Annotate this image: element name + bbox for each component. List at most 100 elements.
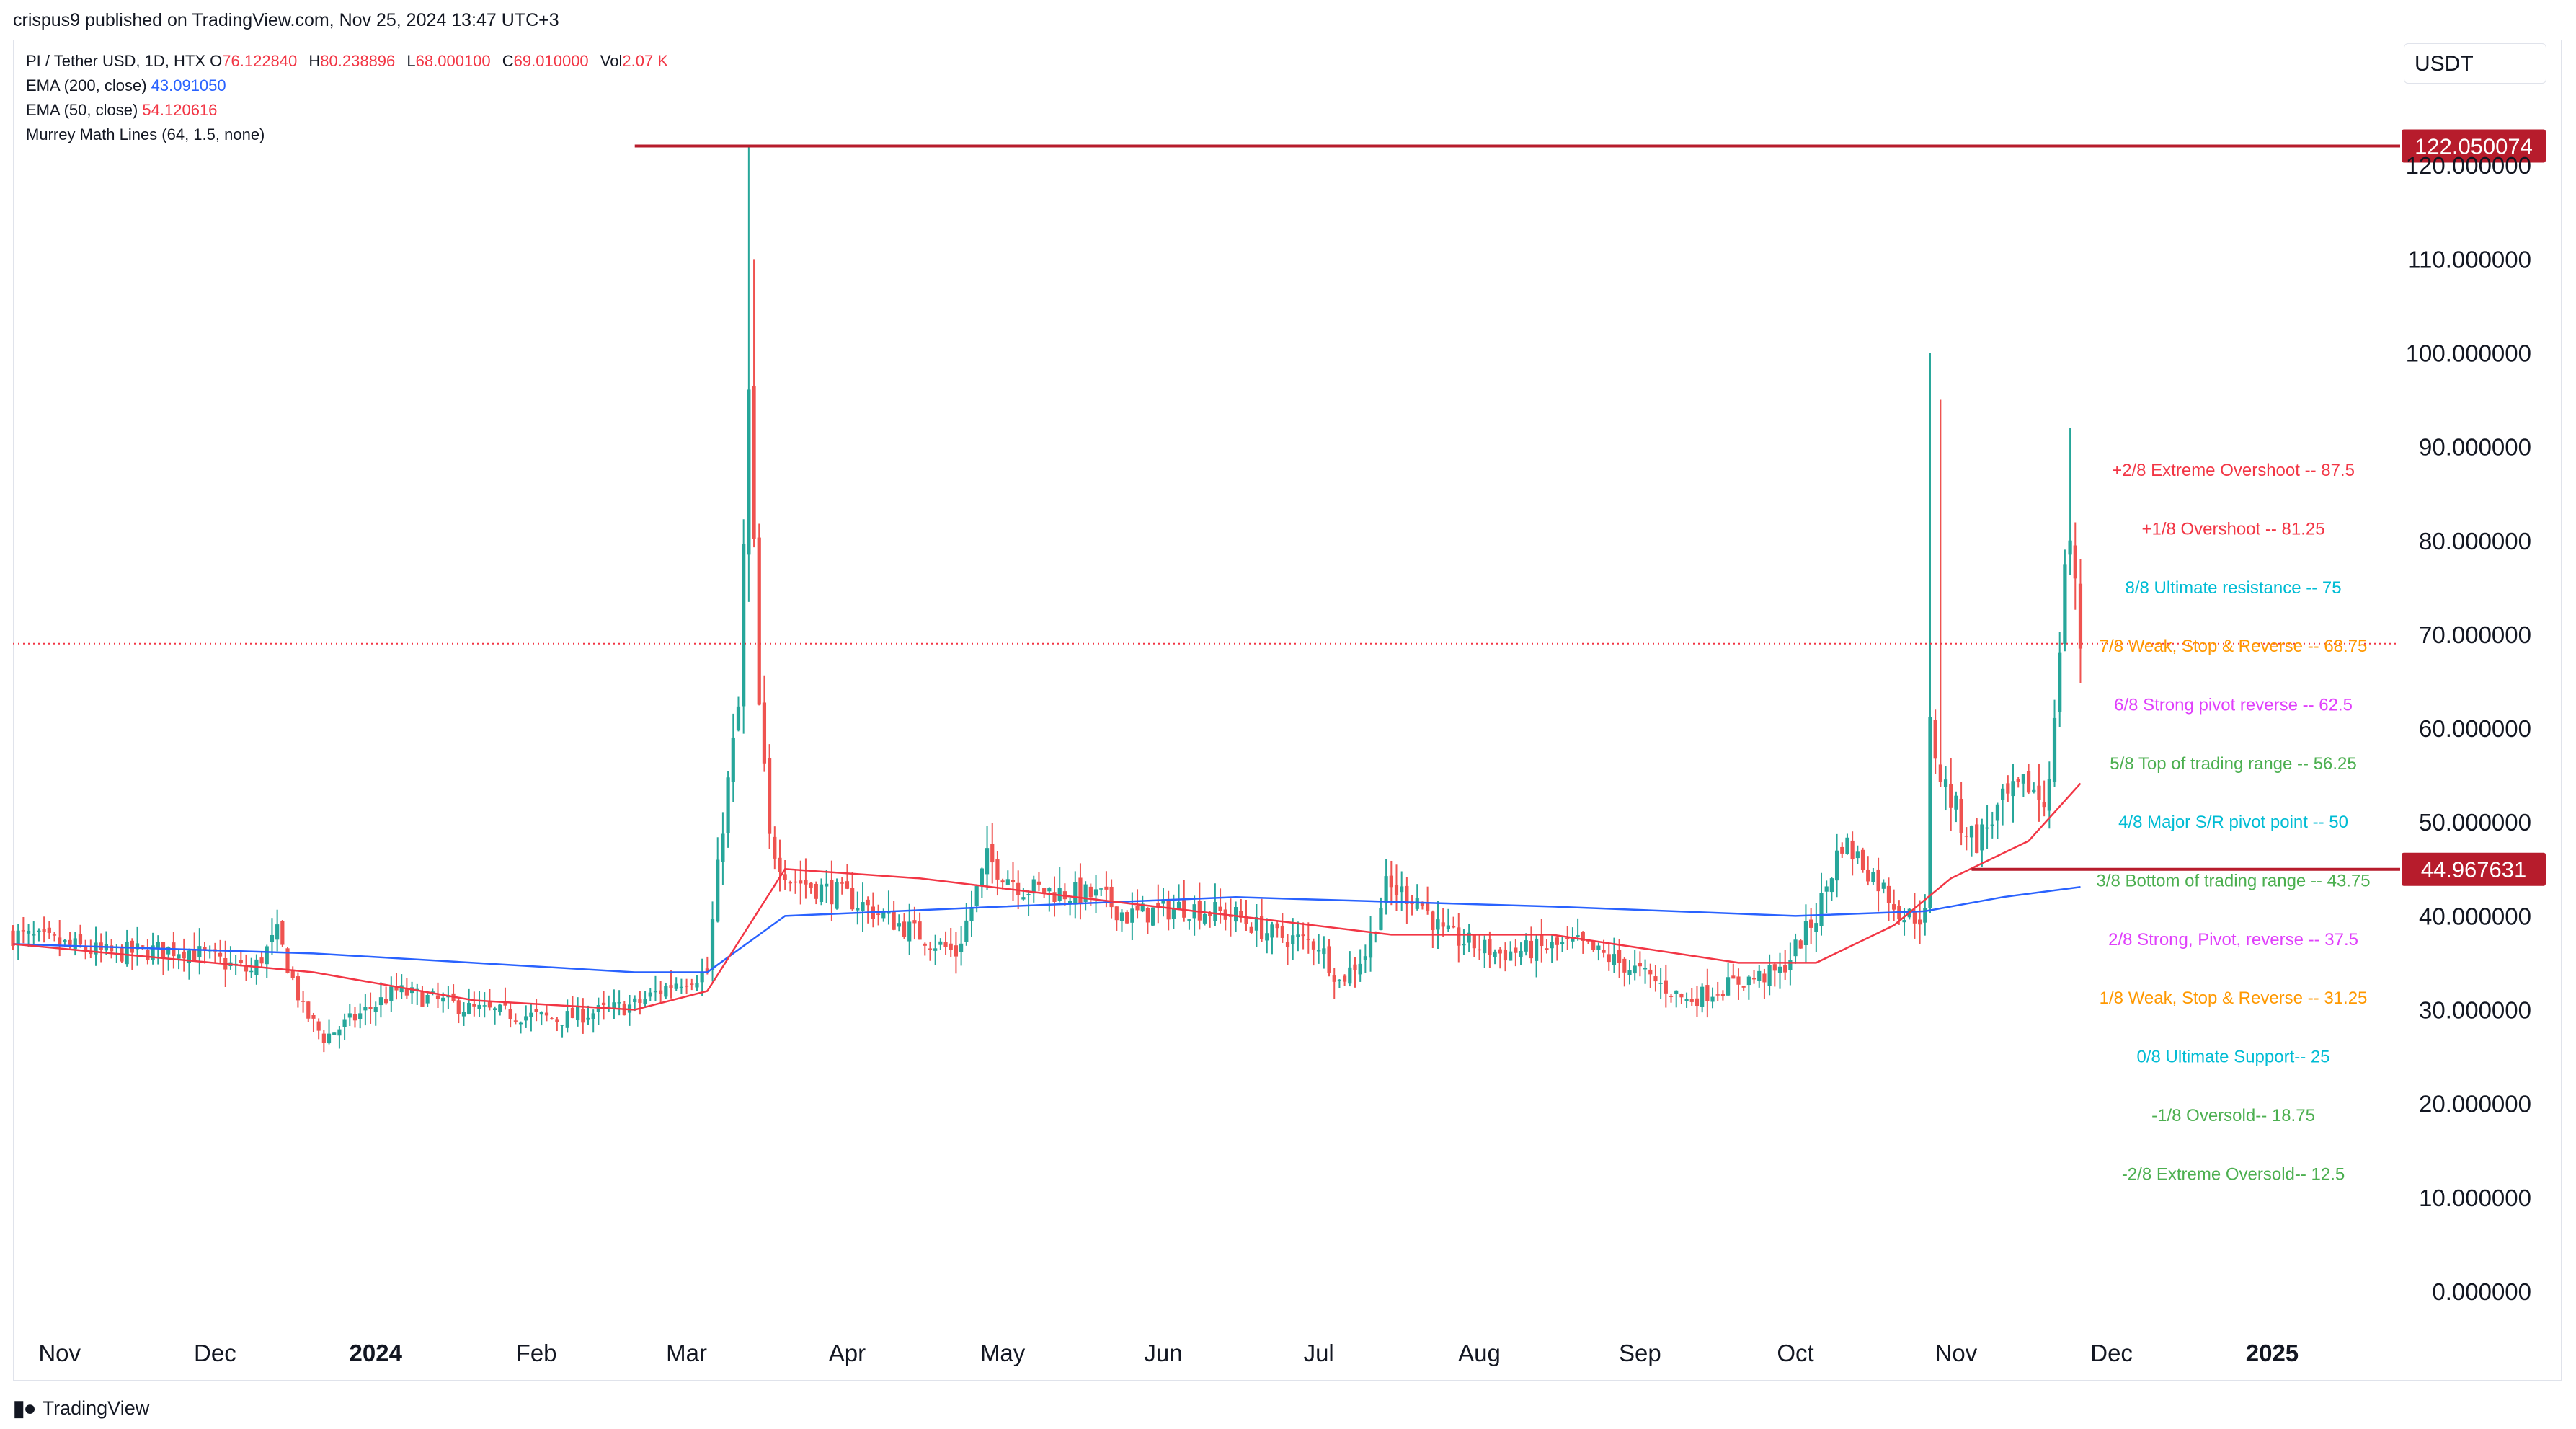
candle-body: [1850, 840, 1855, 860]
candle-body: [492, 1008, 497, 1011]
chart-frame[interactable]: [13, 40, 2562, 1381]
candle-body: [1767, 965, 1772, 986]
candle-body: [964, 920, 969, 942]
candle-body: [943, 942, 948, 947]
candle-body: [560, 1025, 564, 1026]
candle-body: [2052, 717, 2057, 782]
candle-body: [1783, 965, 1787, 973]
candle-body: [1954, 795, 1958, 810]
candle-body: [84, 947, 88, 952]
candle-body: [2058, 652, 2062, 712]
candle-body: [1483, 939, 1487, 954]
candle-body: [1700, 986, 1705, 1007]
candle-body: [1503, 950, 1508, 961]
candle-body: [1788, 960, 1793, 970]
candle-body: [892, 911, 896, 930]
candle-body: [1093, 889, 1098, 896]
candle-body: [995, 859, 1000, 880]
candle-body: [166, 947, 171, 955]
candle-body: [959, 943, 964, 952]
candle-body: [1125, 912, 1129, 924]
candle-body: [2021, 774, 2025, 784]
currency-unit-selector[interactable]: USDT: [2404, 43, 2546, 84]
candle-body: [736, 706, 741, 731]
candle-body: [1975, 824, 1979, 853]
symbol-label[interactable]: PI / Tether USD, 1D, HTX: [26, 52, 206, 70]
candle-body: [1114, 906, 1119, 921]
candle-body: [1182, 900, 1186, 918]
candle-body: [1798, 940, 1803, 949]
candle-body: [1912, 911, 1917, 924]
candle-body: [710, 919, 715, 970]
candle-body: [1332, 975, 1336, 982]
candle-body: [1477, 949, 1482, 951]
candle-body: [311, 1014, 316, 1019]
candle-body: [109, 945, 114, 952]
low-value: 68.000100: [415, 52, 491, 70]
candle-body: [1488, 939, 1492, 955]
candle-body: [1431, 911, 1435, 931]
candle-body: [342, 1019, 347, 1027]
y-tick-label: 40.000000: [2419, 903, 2531, 929]
candle-body: [768, 758, 772, 834]
legend-murrey-row[interactable]: Murrey Math Lines (64, 1.5, none): [26, 123, 675, 147]
candle-body: [1405, 885, 1409, 904]
candle-body: [1658, 983, 1663, 984]
murrey-level-label: 1/8 Weak, Stop & Reverse -- 31.25: [2100, 988, 2368, 1008]
candle-body: [1918, 919, 1922, 925]
murrey-level-label: 6/8 Strong pivot reverse -- 62.5: [2114, 696, 2353, 715]
candle-body: [1337, 979, 1342, 981]
candle-body: [757, 537, 761, 705]
candle-body: [1617, 950, 1622, 963]
tradingview-brand[interactable]: ▮● TradingView: [13, 1396, 149, 1421]
candle-body: [1535, 938, 1539, 961]
candle-body: [778, 857, 782, 872]
candle-body: [301, 1001, 306, 1002]
legend-ema200-row[interactable]: EMA (200, close) 43.091050: [26, 74, 675, 98]
candle-body: [1565, 937, 1570, 939]
candle-body: [156, 942, 160, 948]
candle-body: [897, 923, 901, 927]
ema-group: [12, 782, 2082, 1011]
candle-body: [363, 1007, 368, 1011]
candle-body: [1514, 947, 1518, 953]
candle-body: [1296, 934, 1300, 937]
legend-ema50-row[interactable]: EMA (50, close) 54.120616: [26, 98, 675, 123]
candle-body: [845, 881, 850, 889]
candle-body: [218, 952, 223, 957]
candle-body: [2016, 779, 2020, 782]
candle-body: [1710, 996, 1715, 1002]
x-tick-label: Jul: [1304, 1340, 1334, 1366]
candle-body: [32, 934, 36, 936]
candle-body: [461, 1012, 466, 1017]
candle-body: [1171, 908, 1176, 919]
candle-body: [581, 1009, 585, 1023]
candle-body: [177, 954, 181, 959]
volume-value: 2.07 K: [622, 52, 668, 70]
candle-body: [316, 1021, 321, 1031]
candle-body: [513, 1020, 518, 1022]
candle-body: [249, 970, 254, 973]
x-tick-label: Apr: [829, 1340, 866, 1366]
candle-body: [1829, 878, 1834, 893]
candle-body: [1819, 893, 1824, 926]
candle-body: [1358, 963, 1362, 975]
candle-body: [1990, 824, 1994, 826]
candle-body: [467, 1003, 471, 1014]
candle-body: [498, 1004, 502, 1012]
candle-body: [1259, 916, 1264, 939]
candle-body: [321, 1033, 326, 1043]
candle-body: [2032, 789, 2036, 793]
candle-body: [1099, 888, 1103, 890]
candle-body: [2001, 788, 2005, 800]
candle-body: [161, 942, 166, 959]
candle-body: [1498, 949, 1502, 954]
candle-body: [187, 950, 192, 963]
murrey-group: +2/8 Extreme Overshoot -- 87.5 +1/8 Overs…: [2096, 461, 2370, 1184]
candle-body: [1187, 919, 1191, 921]
candle-body: [700, 971, 704, 983]
candle-body: [1519, 950, 1523, 957]
candle-body: [1394, 885, 1399, 895]
candle-body: [1731, 975, 1736, 979]
